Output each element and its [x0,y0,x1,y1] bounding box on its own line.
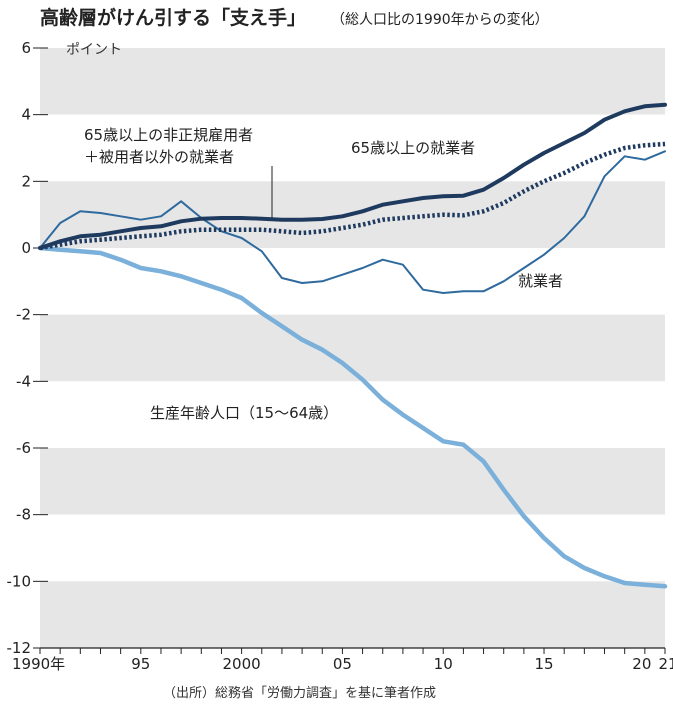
x-tick-label: 2000 [223,655,261,673]
x-tick-label: 95 [131,655,150,673]
y-tick-label: -12 [7,639,32,657]
plot-band [40,114,665,182]
x-tick-label: 21 [658,655,673,673]
y-tick-label: -2 [16,306,31,324]
annotation-workers: 就業者 [518,272,563,290]
series-line [39,141,666,251]
series-line [38,102,667,250]
plot-band [40,514,665,582]
y-tick-label: -8 [16,506,31,524]
chart-title: 高齢層がけん引する「支え手」 [40,6,306,29]
plot-band [40,48,665,115]
plot-band [40,248,665,315]
annotation-working-age-population: 生産年齢人口（15～64歳） [150,404,338,422]
source-note: （出所）総務省「労働力調査」を基に筆者作成 [163,686,436,701]
chart-subtitle: （総人口比の1990年からの変化） [331,11,549,28]
annotation-nonregular-line1: 65歳以上の非正規雇用者 [84,126,253,144]
y-tick-label: -4 [16,372,31,390]
annotation-nonregular-line2: ＋被用者以外の就業者 [84,148,234,166]
plot-band [40,581,665,648]
y-tick-label: 0 [21,239,31,257]
plot-band [40,381,665,448]
series-group [37,102,668,589]
plot-band [40,448,665,515]
y-axis: 6 4 2 0 -2 -4 -6 -8 -10 -12 [7,39,48,657]
y-tick-label: -10 [7,572,32,590]
series-line [39,150,666,294]
y-tick-label: -6 [16,439,31,457]
y-axis-unit-label: ポイント [66,42,122,58]
x-tick-label: 1990年 [12,655,65,673]
x-tick-label: 10 [434,655,453,673]
y-tick-label: 2 [21,172,31,190]
x-tick-label: 15 [534,655,553,673]
y-tick-label: 4 [21,106,31,124]
x-tick-label: 20 [632,655,651,673]
y-tick-label: 6 [21,39,31,57]
x-tick-label: 05 [333,655,352,673]
annotation-elderly-workers: 65歳以上の就業者 [351,139,475,157]
series-line [37,245,668,589]
x-axis: 1990年 95 2000 05 10 15 20 21 [12,647,673,673]
